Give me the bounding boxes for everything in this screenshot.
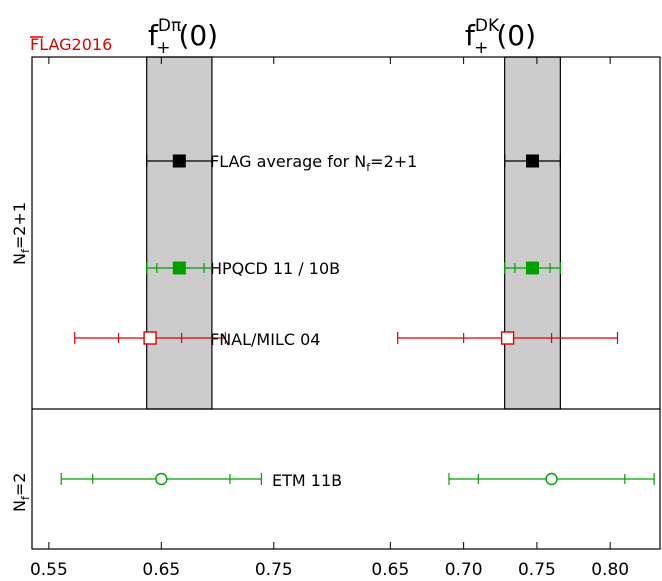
data-point [504,154,561,168]
title-sup: Dπ [158,16,181,36]
x-tick-label: 0.75 [518,560,556,580]
entry-label-hpqcd: HPQCD 11 / 10B [210,259,340,278]
flag-tag: FLAG2016 [30,35,112,54]
entry-label-etm: ETM 11B [272,471,342,490]
marker-circle-open [155,472,168,486]
data-point [504,261,561,275]
x-tick-label: 0.80 [591,560,629,580]
title-sub: + [474,38,488,58]
x-tick-label: 0.65 [142,560,180,580]
entry-label-fnal-milc: FNAL/MILC 04 [210,330,320,349]
x-tick-label: 0.65 [371,560,409,580]
data-point [146,154,213,168]
group-label-nf-2-1: Nf=2+1 [10,202,32,265]
title-sub: + [156,38,170,58]
title-arg: (0) [178,19,218,52]
title-main: f [465,19,476,52]
average-bands [146,56,561,410]
entry-label-flag-average: FLAG average for Nf=2+1 [210,152,417,174]
panel-titles: fDπ + (0) fDK + (0) [148,16,536,58]
data-point [448,472,655,486]
data-point [146,261,213,275]
x-tick-label: 0.55 [30,560,68,580]
plot-frame [31,56,661,550]
x-axis-ticks: 0.55 0.65 0.75 0.65 0.70 0.75 0.80 [30,57,629,580]
marker-square-filled [172,261,186,275]
x-tick-label: 0.70 [445,560,483,580]
group-labels: Nf=2+1 Nf=2 [10,202,32,512]
panel-title-dpi: fDπ + (0) [148,16,218,58]
data-point [397,331,619,345]
average-band [146,56,213,410]
panel-title-dk: fDK + (0) [465,16,536,58]
title-arg: (0) [496,19,536,52]
x-tick-label: 0.75 [255,560,293,580]
average-band [504,56,561,410]
marker-circle-open [545,472,558,486]
marker-square-filled [526,154,540,168]
title-main: f [148,19,159,52]
data-marks [60,154,655,486]
title-sup: DK [475,16,500,36]
marker-square-open [500,331,515,345]
data-point [74,331,227,345]
marker-square-filled [172,154,186,168]
marker-square-filled [526,261,540,275]
entry-labels: FLAG average for Nf=2+1 HPQCD 11 / 10B F… [210,152,417,490]
group-label-nf-2: Nf=2 [10,473,32,512]
marker-square-open [143,331,157,345]
data-point [60,472,263,486]
